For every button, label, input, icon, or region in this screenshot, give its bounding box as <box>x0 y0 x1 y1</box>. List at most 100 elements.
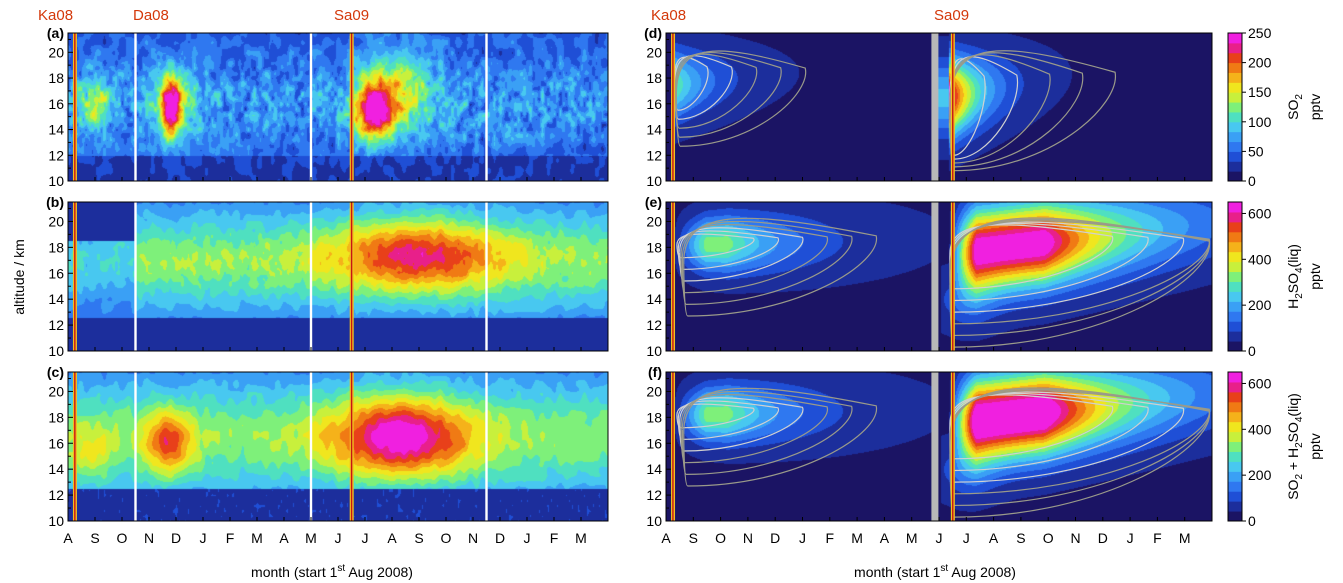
panel-b: 10 12 14 16 18 20 (b) <box>46 194 609 359</box>
y-tick-label: 10 <box>48 513 64 529</box>
month-tick-label: A <box>989 530 999 546</box>
panel-a: 10 12 14 16 18 20 (a) <box>47 25 609 189</box>
colorbar-frame <box>1227 32 1243 182</box>
colorbar-swatch <box>1228 372 1242 383</box>
y-tick-label: 20 <box>646 383 662 399</box>
month-tick-label: J <box>963 530 970 546</box>
y-tick-label: 12 <box>646 487 662 503</box>
month-tick-label: J <box>799 530 806 546</box>
month-tick-label: J <box>335 530 342 546</box>
y-tick-label: 16 <box>48 435 64 451</box>
y-tick-label: 14 <box>48 291 64 307</box>
colorbar-swatch <box>1228 331 1242 342</box>
heatmap-image <box>666 372 1212 521</box>
colorbar-swatch <box>1228 381 1242 393</box>
y-tick-label: 16 <box>646 265 662 281</box>
colorbar-unit-label: pptv <box>1307 94 1323 120</box>
colorbar-swatch <box>1228 171 1242 182</box>
month-tick-label: O <box>1043 530 1054 546</box>
y-tick-label: 10 <box>646 173 662 189</box>
colorbar-swatch <box>1228 121 1242 133</box>
colorbar-swatch <box>1228 421 1242 433</box>
colorbar-swatch <box>1228 231 1242 243</box>
colorbar-swatch <box>1228 52 1242 64</box>
month-tick-label: A <box>63 530 73 546</box>
colorbar-swatch <box>1228 111 1242 123</box>
colorbar-frame <box>1227 201 1243 352</box>
colorbar-swatch <box>1228 102 1242 113</box>
data-gap-band <box>931 33 939 181</box>
panel-f: 10 12 14 16 18 20 (f) <box>646 364 1213 529</box>
eruption-marker-core <box>672 33 674 181</box>
separator-line <box>134 372 137 521</box>
y-tick-label: 14 <box>48 461 64 477</box>
colorbar-tick-label: 200 <box>1248 467 1272 483</box>
colorbar-frame <box>1227 371 1243 522</box>
month-tick-label: M <box>1179 530 1191 546</box>
panel-label: (d) <box>644 25 662 41</box>
y-tick-label: 16 <box>646 96 662 112</box>
colorbar-tick-label: 250 <box>1248 25 1272 41</box>
eruption-marker-core <box>350 33 353 181</box>
month-tick-label: J <box>524 530 531 546</box>
separator-line <box>309 33 313 181</box>
y-tick-label: 10 <box>646 343 662 359</box>
separator-line <box>485 202 488 351</box>
eruption-label-ka08: Ka08 <box>38 7 73 24</box>
panel-d: 10 12 14 16 18 20 (d) <box>644 25 1213 189</box>
colorbar-tick-label: 200 <box>1248 297 1272 313</box>
colorbar-swatch <box>1228 92 1242 103</box>
y-tick-label: 16 <box>48 96 64 112</box>
month-tick-label: M <box>575 530 587 546</box>
colorbar-swatch <box>1228 301 1242 312</box>
panel-c: 10 12 14 16 18 20 (c) <box>47 364 609 529</box>
colorbar-swatch <box>1228 161 1242 172</box>
eruption-marker-core <box>74 33 76 181</box>
colorbar-swatch <box>1228 401 1242 413</box>
contour-line <box>675 50 807 147</box>
y-axis-label: altitude / km <box>11 239 27 314</box>
eruption-marker-core <box>74 372 76 521</box>
month-tick-label: M <box>305 530 317 546</box>
month-tick-label: S <box>414 530 423 546</box>
colorbar-2: 0 200 400 600 SO2 + H2SO4(liq)pptv <box>1227 371 1323 529</box>
x-axis-label-left: month (start 1st Aug 2008) <box>251 563 413 580</box>
colorbar-swatch <box>1228 441 1242 452</box>
colorbar-swatch <box>1228 62 1242 73</box>
panel-label: (f) <box>648 364 662 380</box>
y-tick-label: 18 <box>646 239 662 255</box>
colorbar-1: 0 200 400 600 H2SO4(liq)pptv <box>1227 201 1323 359</box>
y-tick-label: 14 <box>646 122 662 138</box>
panel-label: (b) <box>46 194 64 210</box>
colorbar-quantity-label: H2SO4(liq) <box>1285 244 1305 309</box>
colorbar-swatch <box>1228 72 1242 83</box>
heatmap-image <box>68 33 608 181</box>
y-tick-label: 18 <box>48 239 64 255</box>
colorbar-swatch <box>1228 461 1242 472</box>
panel-e: 10 12 14 16 18 20 (e) <box>645 194 1213 359</box>
month-tick-label: M <box>906 530 918 546</box>
month-tick-label: S <box>90 530 99 546</box>
separator-line <box>134 202 137 351</box>
colorbar-swatch <box>1228 341 1242 352</box>
month-tick-label: N <box>743 530 753 546</box>
colorbar-swatch <box>1228 451 1242 462</box>
colorbar-tick-label: 0 <box>1248 513 1256 529</box>
data-gap-band <box>931 202 939 351</box>
separator-line <box>485 372 488 521</box>
colorbar-tick-label: 0 <box>1248 343 1256 359</box>
y-tick-label: 18 <box>48 409 64 425</box>
y-tick-label: 12 <box>48 317 64 333</box>
colorbar-tick-label: 200 <box>1248 55 1272 71</box>
panel-label: (c) <box>47 364 64 380</box>
month-tick-label: S <box>689 530 698 546</box>
colorbar-swatch <box>1228 281 1242 292</box>
month-tick-label: N <box>144 530 154 546</box>
colorbar-swatch <box>1228 481 1242 492</box>
y-tick-label: 18 <box>48 70 64 86</box>
heatmap-image <box>666 33 1212 181</box>
month-tick-label: S <box>1016 530 1025 546</box>
colorbar-tick-label: 400 <box>1248 251 1272 267</box>
month-tick-label: J <box>936 530 943 546</box>
